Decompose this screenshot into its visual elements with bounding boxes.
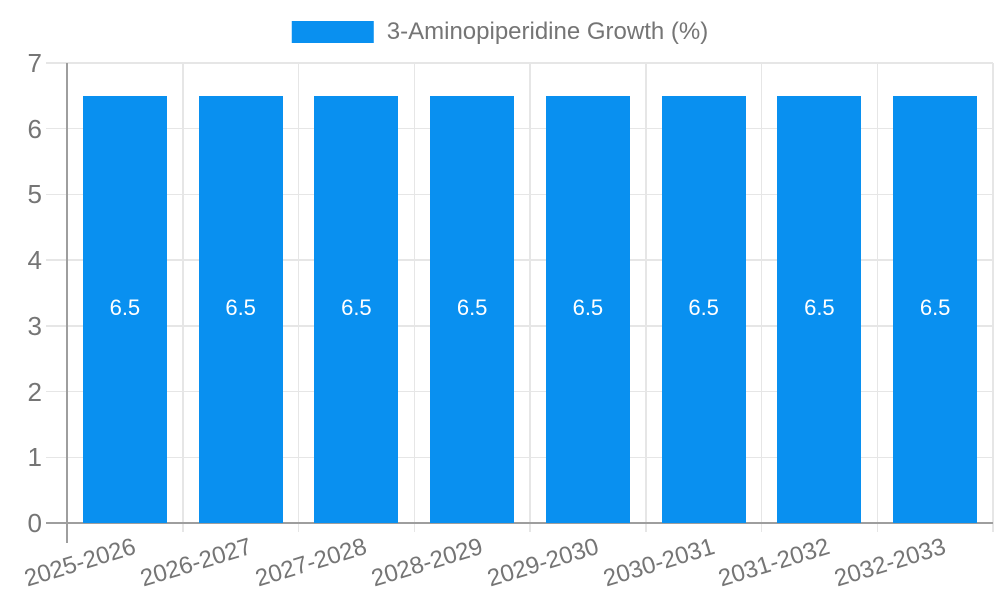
bar-2025-2026[interactable]	[82, 95, 167, 523]
bar-value-label: 6.5	[572, 295, 604, 321]
x-tick	[992, 523, 994, 532]
y-tick	[46, 325, 67, 327]
chart-legend: 3-Aminopiperidine Growth (%)	[291, 18, 709, 46]
y-tick	[46, 456, 67, 459]
y-axis-tick-label: 1	[27, 442, 42, 473]
y-tick	[46, 127, 67, 130]
bar-value-label: 6.5	[804, 295, 835, 321]
x-tick	[529, 523, 531, 532]
x-gridline	[529, 63, 531, 523]
x-tick	[182, 523, 184, 532]
x-gridline	[182, 63, 184, 523]
y-axis-tick-label: 5	[27, 179, 42, 210]
bar-value-label: 6.5	[109, 295, 141, 321]
x-gridline	[297, 63, 300, 523]
x-tick	[297, 523, 300, 532]
bar-value-label: 6.5	[456, 295, 488, 321]
legend-series-label: 3-Aminopiperidine Growth (%)	[386, 18, 709, 45]
x-tick	[645, 523, 647, 532]
y-tick	[46, 390, 67, 393]
y-axis-tick-label: 7	[27, 48, 42, 78]
y-tick	[46, 62, 67, 64]
bar-2029-2030[interactable]	[545, 95, 630, 523]
bar-2030-2031[interactable]	[661, 95, 746, 523]
bar-value-label: 6.5	[225, 295, 256, 321]
bar-2031-2032[interactable]	[777, 95, 862, 523]
plot-area: 6.5 6.5 6.5 6.5 6.5 6.5 6.5 6.5	[46, 62, 994, 543]
bar-value-label: 6.5	[688, 295, 719, 321]
x-tick	[876, 523, 878, 532]
y-axis-tick-label: 0	[27, 508, 42, 538]
x-tick	[413, 523, 415, 532]
y-axis-tick-label: 3	[27, 310, 42, 341]
x-gridline	[760, 63, 763, 523]
x-tick	[760, 523, 763, 532]
legend-swatch	[291, 21, 374, 43]
y-axis-tick-label: 6	[27, 113, 42, 144]
y-axis-line	[66, 63, 68, 543]
x-gridline	[876, 63, 878, 523]
x-gridline	[413, 63, 415, 523]
y-tick	[46, 193, 67, 196]
bar-2027-2028[interactable]	[314, 95, 399, 523]
x-gridline	[645, 63, 647, 523]
y-tick	[46, 259, 67, 261]
bar-value-label: 6.5	[919, 295, 951, 321]
bar-2032-2033[interactable]	[893, 95, 978, 523]
bar-2026-2027[interactable]	[198, 95, 283, 523]
bar-2028-2029[interactable]	[430, 95, 515, 523]
y-axis-tick-label: 2	[27, 376, 42, 407]
x-gridline	[992, 63, 994, 523]
x-axis-line	[46, 522, 993, 524]
y-axis-tick-label: 4	[27, 245, 42, 276]
bar-value-label: 6.5	[341, 295, 372, 321]
